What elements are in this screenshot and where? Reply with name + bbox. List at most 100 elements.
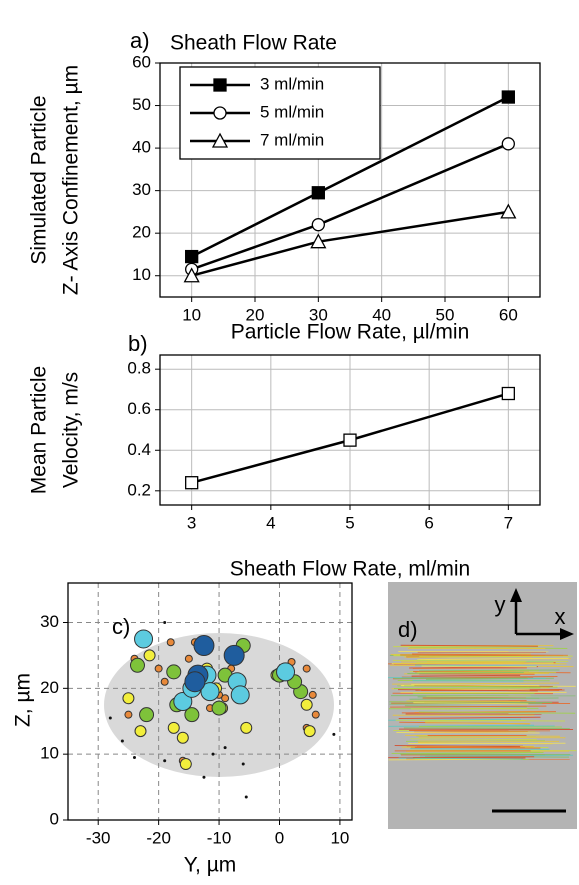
x-tick-label: 10 xyxy=(182,305,201,324)
streak xyxy=(394,677,528,680)
y-tick-label: 50 xyxy=(132,95,151,114)
bubble xyxy=(300,698,313,711)
y-axis-label: Simulated Particle xyxy=(28,95,51,264)
bubble xyxy=(193,635,215,657)
bubble xyxy=(223,746,227,750)
axis-name: x xyxy=(555,604,566,629)
data-point xyxy=(183,267,200,283)
bubble xyxy=(163,621,167,624)
bubble xyxy=(200,682,220,702)
data-point xyxy=(501,386,515,401)
bubble xyxy=(134,725,147,738)
data-point xyxy=(500,203,517,219)
streak xyxy=(412,667,527,669)
data-point xyxy=(185,476,199,490)
streak xyxy=(417,657,569,661)
streak xyxy=(413,702,529,705)
streak xyxy=(414,664,537,667)
streak xyxy=(404,685,558,688)
x-tick-label: 4 xyxy=(266,513,275,532)
y-tick-label: 40 xyxy=(132,138,151,157)
y-tick-label: 0 xyxy=(50,809,59,828)
bubble xyxy=(108,716,112,720)
streak xyxy=(425,722,531,725)
bubble xyxy=(303,725,316,738)
streak xyxy=(393,687,541,689)
streak xyxy=(419,754,574,757)
legend-marker xyxy=(213,106,227,120)
x-tick-label: -20 xyxy=(146,828,171,847)
streak xyxy=(414,746,541,749)
streak xyxy=(389,701,553,704)
legend-marker xyxy=(211,132,229,148)
streak xyxy=(418,736,566,739)
y-tick-label: 30 xyxy=(132,180,151,199)
arrow-head xyxy=(560,628,574,640)
streak xyxy=(391,751,541,754)
streak xyxy=(411,674,521,677)
axis-name: y xyxy=(495,592,506,617)
streak xyxy=(398,716,541,720)
legend-label: 5 ml/min xyxy=(260,102,324,121)
streak xyxy=(421,665,537,668)
bubble xyxy=(241,762,245,766)
bubble xyxy=(221,694,230,703)
y-tick-label: 20 xyxy=(40,678,59,697)
y-tick-label: 30 xyxy=(40,612,59,631)
bubble xyxy=(308,690,317,699)
data-point xyxy=(311,218,325,232)
bubble xyxy=(143,649,156,662)
series-line xyxy=(191,142,509,271)
bubble xyxy=(134,629,154,649)
bubble xyxy=(179,758,192,771)
legend-label: 7 ml/min xyxy=(260,130,324,149)
plot-frame xyxy=(159,354,541,506)
arrow-head xyxy=(510,588,522,602)
bubble xyxy=(166,638,175,647)
x-tick-label: 60 xyxy=(499,305,518,324)
panel-label: a) xyxy=(130,28,150,53)
legend-marker xyxy=(213,78,227,92)
streak xyxy=(396,731,540,734)
data-point xyxy=(501,137,515,151)
streak xyxy=(388,724,534,727)
bubble xyxy=(211,752,215,756)
x-tick-label: 0 xyxy=(275,828,284,847)
streak xyxy=(426,661,525,664)
streak-image: y x d) xyxy=(387,582,577,829)
series-line xyxy=(191,210,509,277)
y-tick-label: 0.2 xyxy=(127,480,151,499)
bubble xyxy=(167,721,180,734)
bubble xyxy=(184,707,200,723)
bubble xyxy=(129,657,145,673)
x-axis-label: Y, µm xyxy=(184,854,237,877)
streak xyxy=(403,727,570,730)
bubble xyxy=(240,721,253,734)
y-tick-label: 20 xyxy=(132,223,151,242)
streak xyxy=(393,662,567,665)
bubble xyxy=(120,739,124,743)
bubble xyxy=(223,644,245,666)
panel-label: b) xyxy=(128,331,148,356)
x-tick-label: 6 xyxy=(424,513,433,532)
streak xyxy=(394,745,521,748)
streak xyxy=(398,757,524,760)
bubble xyxy=(184,654,193,663)
x-tick-label: -30 xyxy=(86,828,111,847)
y-tick-label: 10 xyxy=(40,744,59,763)
streak xyxy=(407,671,524,675)
x-tick-label: 40 xyxy=(372,305,391,324)
bubble xyxy=(124,710,133,719)
bubble xyxy=(202,775,206,779)
streak xyxy=(410,738,537,741)
legend-title: Sheath Flow Rate xyxy=(170,32,337,55)
plot-frame xyxy=(67,582,353,821)
y-tick-label: 60 xyxy=(132,52,151,71)
bubble xyxy=(132,755,136,759)
streak xyxy=(390,705,547,708)
bubble xyxy=(332,732,336,736)
streak xyxy=(392,682,560,685)
data-point xyxy=(185,249,199,264)
bubble xyxy=(311,710,320,719)
